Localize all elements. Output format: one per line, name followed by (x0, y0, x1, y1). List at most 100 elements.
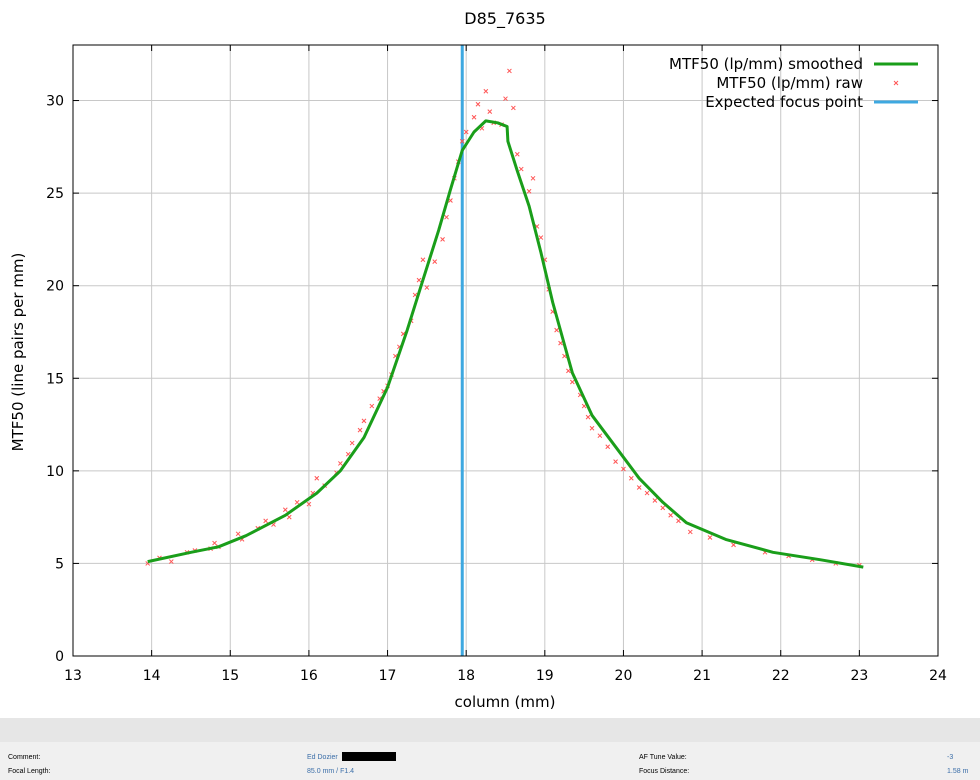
raw-point (314, 475, 320, 481)
raw-point (538, 235, 544, 240)
legend-label-raw: MTF50 (lp/mm) raw (716, 74, 863, 92)
raw-point (338, 461, 343, 466)
raw-point (668, 512, 673, 518)
raw-point (707, 535, 713, 540)
focus-distance-label: Focus Distance: (639, 768, 690, 775)
x-axis-title: column (mm) (455, 693, 556, 711)
x-tick-label: 16 (300, 668, 318, 684)
raw-point (687, 529, 693, 535)
raw-point (286, 514, 292, 520)
raw-point (483, 88, 489, 94)
raw-point (558, 340, 563, 346)
raw-point (282, 507, 288, 513)
smoothed-line-layer (147, 119, 864, 569)
raw-point (636, 485, 642, 490)
comment-label: Comment: (8, 754, 41, 761)
comment-value: Ed Dozier (307, 754, 338, 761)
raw-point (306, 501, 312, 507)
legend-label-focus: Expected focus point (705, 93, 863, 111)
raw-point (349, 440, 355, 446)
chart-title: D85_7635 (464, 9, 545, 29)
raw-point (507, 68, 512, 74)
x-tick-label: 21 (693, 668, 711, 684)
x-tick-label: 20 (615, 668, 633, 684)
raw-point (463, 129, 469, 135)
grid-layer (72, 45, 939, 657)
raw-point (518, 166, 524, 172)
raw-point (471, 114, 477, 120)
axes-layer: 0 5 10 15 20 25 30 13 14 15 16 17 18 19 20 21 22 23 24 (46, 45, 947, 684)
y-tick-label: 20 (46, 279, 64, 295)
x-tick-label: 15 (221, 668, 239, 684)
raw-point (503, 96, 508, 102)
raw-point (554, 327, 559, 333)
raw-point (369, 403, 375, 409)
x-tick-label: 19 (536, 668, 554, 684)
raw-point (235, 531, 241, 537)
raw-points-layer (145, 68, 862, 568)
x-tick-label: 23 (850, 668, 868, 684)
legend: MTF50 (lp/mm) smoothed MTF50 (lp/mm) raw… (669, 55, 918, 111)
mtf-chart: D85_7635 0 5 10 15 20 25 30 13 14 15 16 17 18 19 20 21 2… (9, 9, 947, 711)
x-tick-label: 17 (379, 668, 397, 684)
y-tick-label: 0 (55, 649, 64, 665)
raw-point (420, 257, 426, 263)
raw-point (597, 433, 603, 439)
raw-point (613, 459, 618, 464)
raw-point (526, 188, 532, 194)
raw-point (511, 105, 516, 111)
info-divider-strip (0, 718, 980, 742)
y-tick-label: 10 (46, 464, 64, 480)
raw-point (361, 418, 367, 424)
raw-point (605, 444, 611, 450)
raw-point (487, 109, 493, 115)
raw-point (589, 425, 595, 431)
y-tick-label: 30 (46, 94, 64, 110)
raw-point (731, 542, 736, 548)
raw-point (168, 559, 174, 564)
x-tick-label: 14 (143, 668, 161, 684)
focus-distance-value: 1.58 m (947, 768, 969, 775)
raw-point (444, 214, 449, 220)
raw-point (440, 237, 445, 242)
x-tick-label: 24 (929, 668, 947, 684)
raw-point (621, 466, 626, 472)
raw-point (416, 277, 422, 283)
info-row-2: Focal Length: 85.0 mm / F1.4 Focus Dista… (0, 766, 980, 778)
x-tick-label: 18 (457, 668, 475, 684)
comment-value-wrap: Ed Dozier (307, 752, 396, 764)
y-tick-label: 5 (55, 556, 64, 572)
raw-point (585, 414, 591, 420)
focal-length-value: 85.0 mm / F1.4 (307, 768, 355, 775)
redaction-block (341, 752, 396, 761)
y-axis-title: MTF50 (line pairs per mm) (9, 253, 27, 452)
chart-area: D85_7635 0 5 10 15 20 25 30 13 14 15 16 17 18 19 20 21 2… (9, 9, 947, 711)
raw-point (357, 427, 363, 433)
raw-point (459, 138, 465, 144)
image-info-panel: Comment: Ed Dozier AF Tune Value: -3 Foc… (0, 718, 980, 780)
x-tick-label: 22 (772, 668, 790, 684)
raw-point (294, 499, 300, 505)
raw-point (263, 518, 269, 524)
focal-length-label: Focal Length: (8, 768, 51, 775)
raw-point (432, 259, 438, 264)
x-tick-label: 13 (64, 668, 82, 684)
raw-point (676, 518, 681, 524)
legend-swatch-raw (893, 80, 899, 86)
raw-point (530, 175, 536, 181)
af-tune-label: AF Tune Value: (639, 754, 687, 761)
raw-point (475, 101, 481, 107)
raw-point (652, 498, 658, 503)
raw-point (628, 475, 634, 481)
plot-border (72, 44, 939, 657)
raw-point (660, 505, 666, 511)
raw-point (424, 285, 430, 290)
raw-point (569, 379, 575, 385)
raw-point (566, 368, 571, 374)
raw-point (212, 540, 217, 546)
info-row-1: Comment: Ed Dozier AF Tune Value: -3 (0, 752, 980, 764)
smoothed-line (147, 119, 864, 569)
y-tick-label: 15 (46, 371, 64, 387)
raw-point (644, 490, 650, 496)
af-tune-value: -3 (947, 754, 954, 761)
